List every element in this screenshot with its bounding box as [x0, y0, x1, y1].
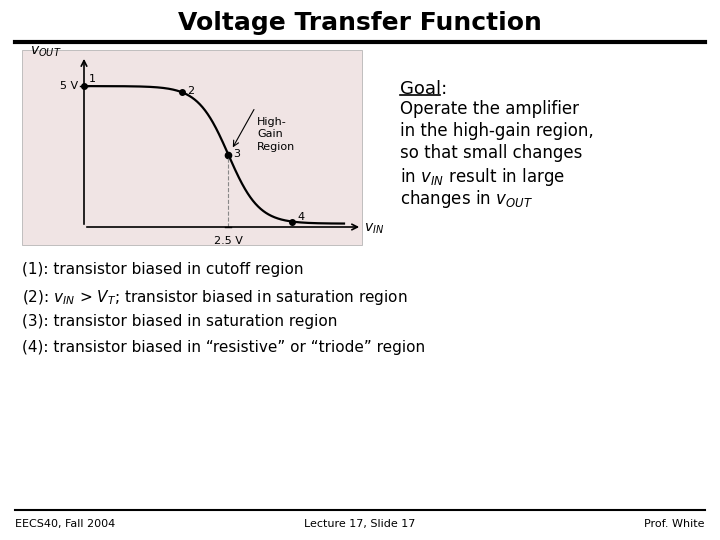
Text: (1): transistor biased in cutoff region: (1): transistor biased in cutoff region [22, 262, 304, 277]
Text: Goal:: Goal: [400, 80, 447, 98]
Text: 1: 1 [89, 74, 96, 84]
Text: changes in $\mathbf{\mathit{v}}_{OUT}$: changes in $\mathbf{\mathit{v}}_{OUT}$ [400, 188, 533, 210]
Text: Lecture 17, Slide 17: Lecture 17, Slide 17 [305, 519, 415, 529]
Text: (4): transistor biased in “resistive” or “triode” region: (4): transistor biased in “resistive” or… [22, 340, 425, 355]
Text: 2.5 V: 2.5 V [214, 236, 243, 246]
Text: so that small changes: so that small changes [400, 144, 582, 162]
Text: (3): transistor biased in saturation region: (3): transistor biased in saturation reg… [22, 314, 338, 329]
Text: (2): $\mathit{v}_{IN}$ > $\mathit{V}_T$; transistor biased in saturation region: (2): $\mathit{v}_{IN}$ > $\mathit{V}_T$;… [22, 288, 408, 307]
Text: 3: 3 [233, 149, 240, 159]
Text: 5 V: 5 V [60, 81, 78, 91]
Text: 4: 4 [297, 212, 304, 221]
Text: $\mathbf{\mathit{v}}_{IN}$: $\mathbf{\mathit{v}}_{IN}$ [364, 222, 384, 236]
Text: in $\mathbf{\mathit{v}}_{IN}$ result in large: in $\mathbf{\mathit{v}}_{IN}$ result in … [400, 166, 565, 188]
Text: Prof. White: Prof. White [644, 519, 705, 529]
Text: 2: 2 [187, 86, 194, 96]
Text: Voltage Transfer Function: Voltage Transfer Function [178, 11, 542, 35]
Bar [22, 50, 362, 245]
Text: in the high-gain region,: in the high-gain region, [400, 122, 594, 140]
Text: $\mathbf{\mathit{v}}_{OUT}$: $\mathbf{\mathit{v}}_{OUT}$ [30, 45, 62, 59]
Text: Operate the amplifier: Operate the amplifier [400, 100, 579, 118]
Text: High-
Gain
Region: High- Gain Region [257, 117, 296, 152]
Text: EECS40, Fall 2004: EECS40, Fall 2004 [15, 519, 115, 529]
